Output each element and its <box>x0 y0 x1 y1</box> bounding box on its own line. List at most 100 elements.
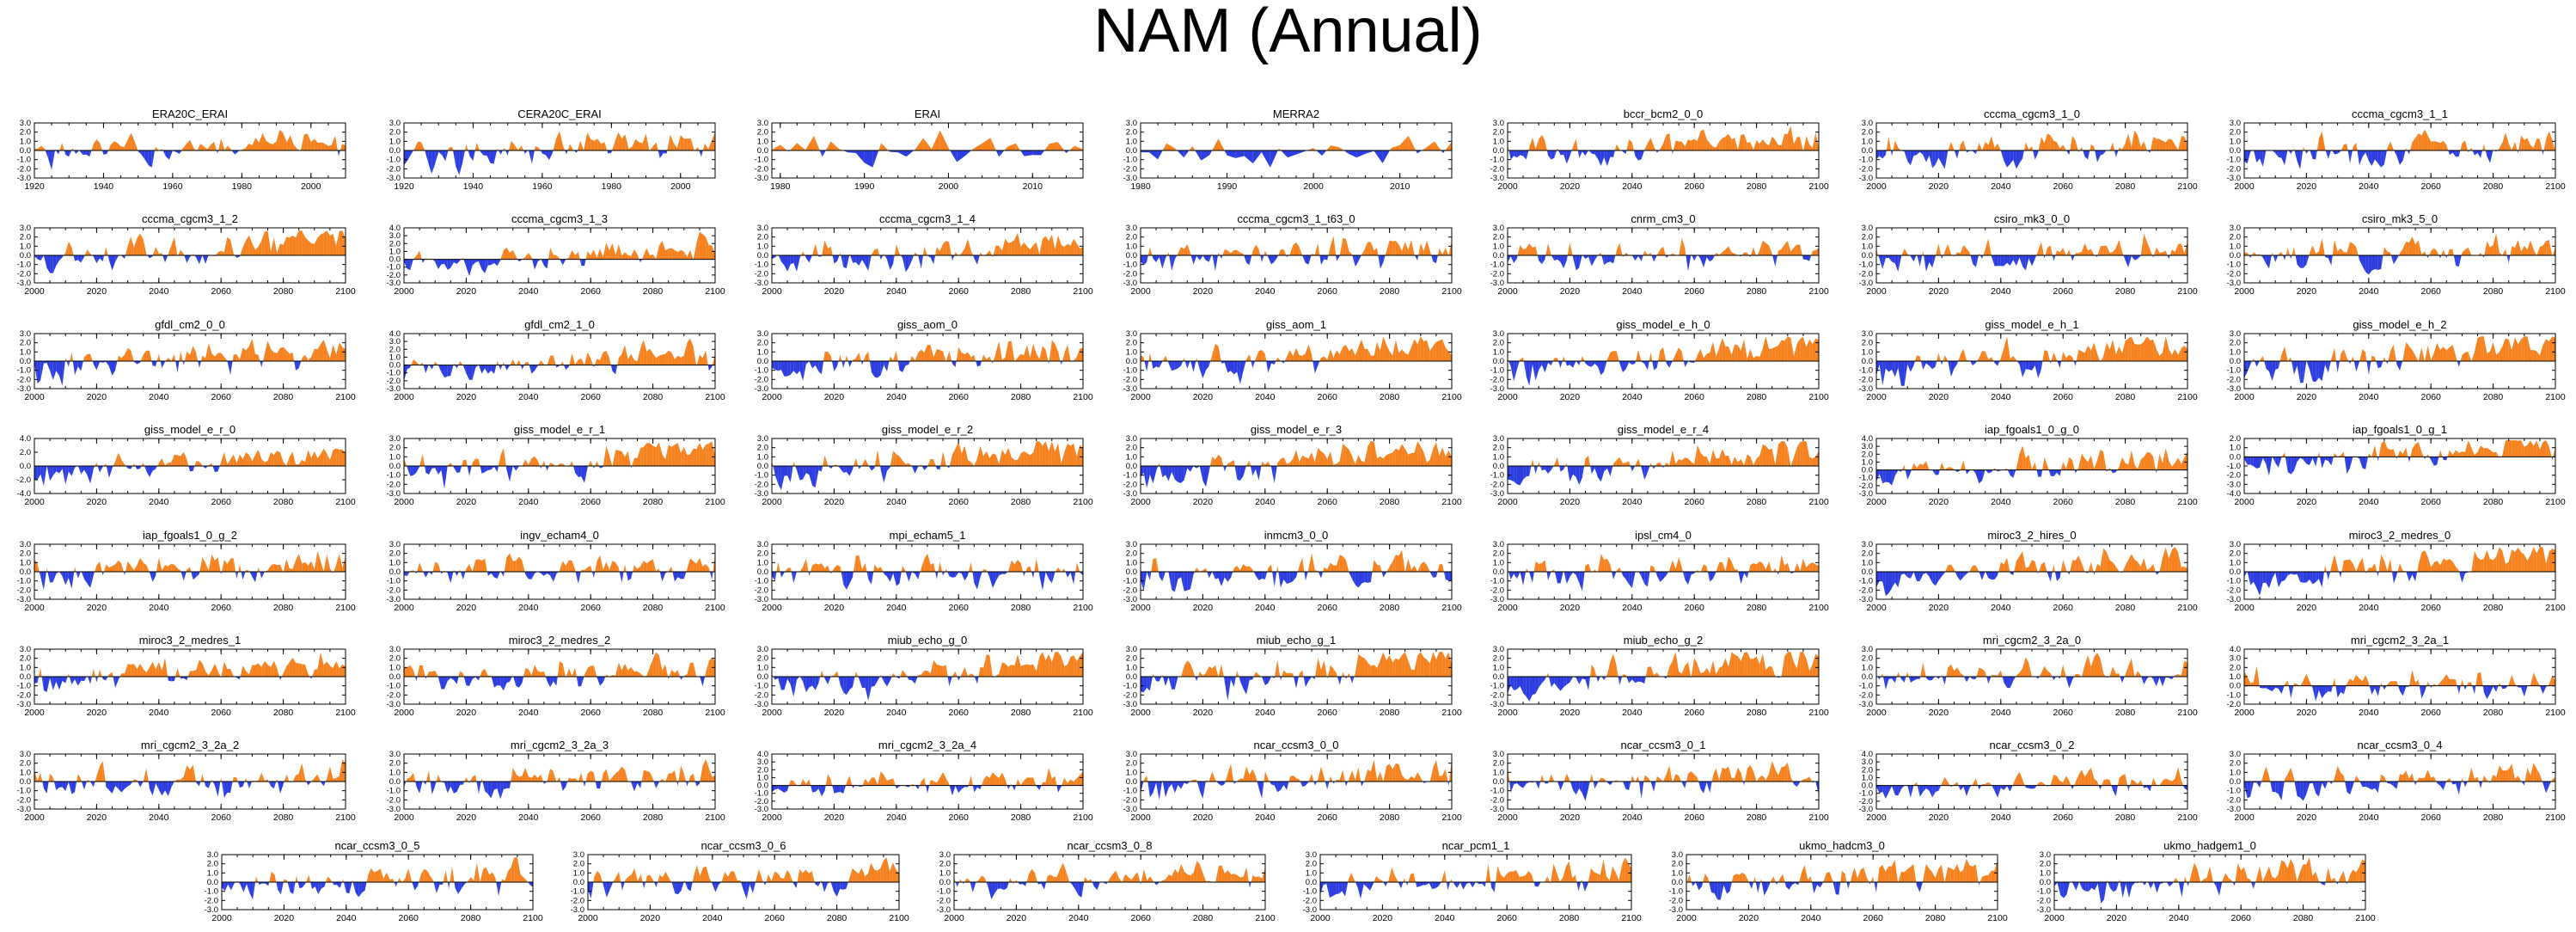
negative-area <box>1579 361 1581 366</box>
negative-area <box>780 361 785 377</box>
negative-area <box>450 259 454 268</box>
x-tick-label: 1940 <box>94 181 114 192</box>
positive-area <box>800 251 804 255</box>
y-tick-label: 3.0 <box>389 337 401 346</box>
positive-area <box>1938 353 1941 361</box>
negative-area <box>2357 150 2359 166</box>
positive-area <box>1616 144 1620 150</box>
positive-area <box>1729 133 1732 150</box>
negative-area <box>1260 255 1263 263</box>
negative-area <box>795 466 797 470</box>
negative-area <box>1954 361 1958 369</box>
positive-area <box>502 362 504 365</box>
positive-area <box>2415 240 2419 255</box>
positive-area <box>822 240 825 255</box>
negative-area <box>410 365 412 368</box>
positive-area <box>2131 130 2135 150</box>
negative-area <box>1274 466 1277 484</box>
positive-area <box>625 134 629 150</box>
x-tick-label: 2020 <box>1193 286 1214 297</box>
positive-area <box>2128 133 2132 150</box>
positive-area <box>964 352 969 361</box>
positive-area <box>2483 144 2486 150</box>
negative-area <box>466 259 470 277</box>
positive-area <box>893 350 896 361</box>
x-tick-label: 2060 <box>1318 392 1338 402</box>
positive-area <box>2078 349 2082 361</box>
positive-area <box>1616 242 1620 255</box>
negative-area <box>1566 255 1568 261</box>
positive-area <box>506 247 511 260</box>
positive-area <box>1619 242 1623 255</box>
negative-area <box>1172 255 1175 272</box>
negative-area <box>2072 255 2075 261</box>
y-tick-label: -1.0 <box>17 156 31 165</box>
negative-area <box>1167 361 1169 364</box>
negative-area <box>2395 361 2397 365</box>
positive-area <box>538 360 542 365</box>
negative-area <box>1526 361 1530 386</box>
y-tick-label: -2.0 <box>755 269 768 279</box>
positive-area <box>2090 248 2095 255</box>
negative-area <box>202 466 206 469</box>
positive-area <box>1237 249 1240 255</box>
positive-area <box>2460 355 2463 361</box>
y-tick-label: 1.0 <box>1493 137 1504 146</box>
y-tick-label: 3.0 <box>2230 224 2241 233</box>
y-tick-label: 3.0 <box>1862 224 1873 233</box>
positive-area <box>72 148 74 150</box>
positive-area <box>1212 138 1219 150</box>
negative-area <box>196 255 199 265</box>
positive-area <box>207 144 211 150</box>
positive-area <box>1189 145 1193 150</box>
negative-area <box>1929 361 1933 370</box>
x-tick-label: 1940 <box>463 181 484 192</box>
positive-area <box>2536 247 2540 255</box>
negative-area <box>2264 361 2267 369</box>
negative-area <box>1237 361 1240 384</box>
positive-area <box>1526 243 1530 255</box>
negative-area <box>799 255 801 258</box>
positive-area <box>951 448 956 466</box>
positive-area <box>131 132 135 150</box>
negative-area <box>58 466 63 474</box>
positive-area <box>1552 358 1555 361</box>
positive-area <box>2489 342 2493 361</box>
positive-area <box>1790 247 1795 255</box>
positive-area <box>1650 352 1653 361</box>
negative-area <box>1919 150 1924 156</box>
positive-area <box>323 230 327 255</box>
positive-area <box>2007 336 2010 361</box>
positive-area <box>2465 247 2469 255</box>
negative-area <box>1165 466 1169 481</box>
positive-area <box>2063 248 2066 255</box>
negative-area <box>1973 255 1976 267</box>
negative-area <box>1625 150 1627 154</box>
positive-area <box>690 448 694 466</box>
positive-area <box>419 453 423 466</box>
positive-area <box>2278 251 2282 255</box>
positive-area <box>2084 243 2089 255</box>
positive-area <box>2512 246 2515 255</box>
positive-area <box>1239 252 1244 255</box>
positive-area <box>986 250 990 255</box>
negative-area <box>1925 361 1930 366</box>
positive-area <box>1557 358 1559 361</box>
negative-area <box>976 361 977 367</box>
negative-area <box>93 255 97 264</box>
x-tick-label: 2060 <box>1685 181 1705 192</box>
y-tick-label: 0.0 <box>2230 251 2241 261</box>
positive-area <box>667 134 670 150</box>
negative-area <box>141 150 145 160</box>
positive-area <box>1055 343 1059 361</box>
x-tick-label: 2100 <box>1073 497 1093 507</box>
negative-area <box>2449 150 2453 156</box>
positive-area <box>1196 358 1198 361</box>
positive-area <box>665 248 669 260</box>
positive-area <box>2061 352 2064 361</box>
positive-area <box>1737 345 1741 361</box>
positive-area <box>1264 250 1268 255</box>
y-tick-label: -2.0 <box>17 475 31 485</box>
